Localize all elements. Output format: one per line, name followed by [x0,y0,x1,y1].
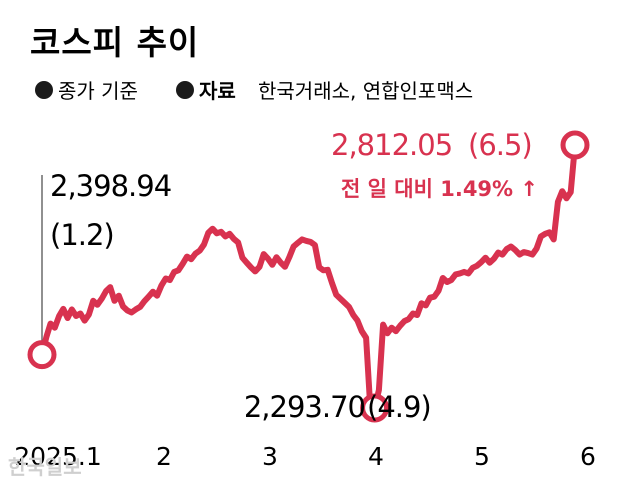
x-tick-label: 3 [262,442,278,471]
x-tick-label: 6 [580,442,596,471]
daily-change-label: 전 일 대비 1.49% ↑ [341,177,538,201]
start-change-label: (1.2) [50,218,114,252]
low-change-label: (4.9) [367,390,431,424]
x-axis: 2025.1 2 3 4 5 6 [14,442,596,471]
end-change-label: (6.5) [468,128,532,162]
start-value-label: 2,398.94 [50,169,171,203]
chart-title: 코스피 추이 [30,23,199,62]
source-bullet-icon [176,81,194,99]
start-marker [27,340,57,370]
end-marker [560,130,590,160]
source-label: 자료 [199,79,236,103]
x-tick-label: 4 [368,442,384,471]
source-text: 한국거래소, 연합인포맥스 [258,79,473,103]
low-marker [360,393,390,423]
x-tick-label: 5 [474,442,490,471]
x-tick-label: 2 [156,442,172,471]
chart-note: 종가 기준 [58,79,138,103]
series-line [39,142,578,411]
x-tick-label: 2025.1 [14,442,101,471]
low-value-label: 2,293.70 [244,390,365,424]
note-bullet-icon [35,81,53,99]
end-value-label: 2,812.05 [331,128,452,162]
watermark: 한국일보 [8,455,82,479]
